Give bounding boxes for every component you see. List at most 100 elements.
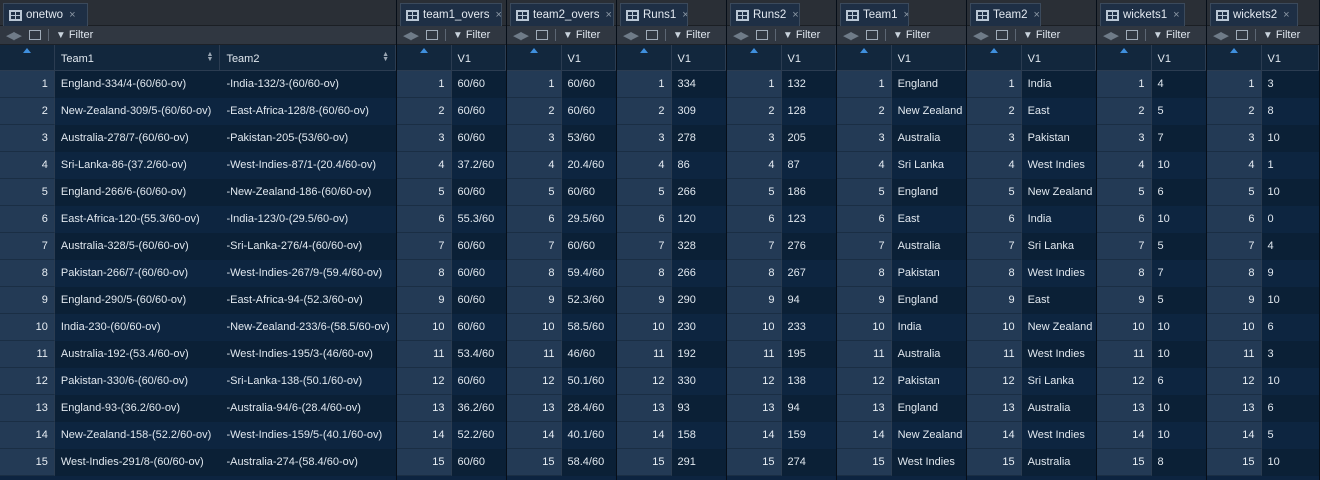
table-cell[interactable]: 120 (671, 206, 726, 233)
table-cell[interactable]: 233 (781, 314, 836, 341)
table-cell[interactable]: 94 (781, 287, 836, 314)
table-cell[interactable]: 10 (1151, 206, 1206, 233)
table-cell[interactable]: Australia (891, 233, 966, 260)
table-cell[interactable]: 9 (1261, 260, 1319, 287)
table-cell[interactable]: 123 (781, 206, 836, 233)
row-index-header[interactable] (1207, 45, 1262, 71)
table-cell[interactable]: 5 (1151, 233, 1206, 260)
popout-icon[interactable] (995, 30, 1008, 40)
sort-icon[interactable]: ▲ ▼ (382, 51, 389, 63)
table-cell[interactable]: 4 (1261, 233, 1319, 260)
popout-icon[interactable] (535, 30, 548, 40)
table-cell[interactable]: New Zealand (891, 422, 966, 449)
table-cell[interactable]: West Indies (1021, 152, 1096, 179)
table-cell[interactable]: 94 (781, 395, 836, 422)
table-cell[interactable]: New Zealand (1021, 314, 1096, 341)
table-cell[interactable]: 60/60 (561, 179, 616, 206)
tab-runs1[interactable]: Runs1 × (620, 3, 688, 26)
table-cell[interactable]: 60/60 (451, 179, 506, 206)
table-cell[interactable]: West Indies (891, 449, 966, 476)
popout-icon[interactable] (755, 30, 768, 40)
table-cell[interactable]: 138 (781, 368, 836, 395)
table-cell[interactable]: -West-Indies-159/5-(40.1/60-ov) (220, 422, 396, 449)
table-cell[interactable]: 7 (1151, 260, 1206, 287)
filter-icon[interactable]: ▼ (892, 29, 903, 41)
filter-button-label[interactable]: Filter (68, 29, 94, 41)
close-icon[interactable]: × (495, 9, 502, 21)
table-cell[interactable]: 330 (671, 368, 726, 395)
table-cell[interactable]: 10 (1151, 152, 1206, 179)
table-cell[interactable]: -East-Africa-94-(52.3/60-ov) (220, 287, 396, 314)
filter-icon[interactable]: ▼ (55, 29, 66, 41)
table-cell[interactable]: 291 (671, 449, 726, 476)
table-cell[interactable]: 10 (1261, 287, 1319, 314)
filter-icon[interactable]: ▼ (1262, 29, 1273, 41)
table-cell[interactable]: -Australia-274-(58.4/60-ov) (220, 449, 396, 476)
table-cell[interactable]: England-334/4-(60/60-ov) (54, 71, 221, 98)
filter-button-label[interactable]: Filter (685, 29, 711, 41)
table-cell[interactable]: -West-Indies-195/3-(46/60-ov) (220, 341, 396, 368)
back-forward-arrows-icon[interactable]: ◀▶ (513, 29, 529, 42)
table-cell[interactable]: 290 (671, 287, 726, 314)
table-cell[interactable]: 60/60 (451, 98, 506, 125)
table-cell[interactable]: 60/60 (561, 98, 616, 125)
table-cell[interactable]: West Indies (1021, 341, 1096, 368)
back-forward-arrows-icon[interactable]: ◀▶ (6, 29, 22, 42)
table-cell[interactable]: 159 (781, 422, 836, 449)
table-cell[interactable]: -New-Zealand-233/6-(58.5/60-ov) (220, 314, 396, 341)
table-cell[interactable]: 10 (1151, 395, 1206, 422)
table-cell[interactable]: 278 (671, 125, 726, 152)
table-cell[interactable]: 230 (671, 314, 726, 341)
tab-team2-overs[interactable]: team2_overs × (510, 3, 614, 26)
table-cell[interactable]: 128 (781, 98, 836, 125)
column-header-v1[interactable]: V1 (781, 45, 836, 71)
table-cell[interactable]: East (891, 206, 966, 233)
table-cell[interactable]: Australia (891, 125, 966, 152)
popout-icon[interactable] (1235, 30, 1248, 40)
table-cell[interactable]: 60/60 (561, 233, 616, 260)
table-cell[interactable]: 309 (671, 98, 726, 125)
filter-button-label[interactable]: Filter (1275, 29, 1301, 41)
table-cell[interactable]: West-Indies-291/8-(60/60-ov) (54, 449, 221, 476)
table-cell[interactable]: 37.2/60 (451, 152, 506, 179)
table-cell[interactable]: West Indies (1021, 260, 1096, 287)
popout-icon[interactable] (645, 30, 658, 40)
filter-icon[interactable]: ▼ (562, 29, 573, 41)
table-cell[interactable]: 29.5/60 (561, 206, 616, 233)
table-cell[interactable]: Australia-328/5-(60/60-ov) (54, 233, 221, 260)
row-index-header[interactable] (837, 45, 892, 71)
row-index-header[interactable] (507, 45, 562, 71)
filter-button-label[interactable]: Filter (905, 29, 931, 41)
table-cell[interactable]: New Zealand (891, 98, 966, 125)
table-cell[interactable]: 10 (1261, 179, 1319, 206)
table-cell[interactable]: 87 (781, 152, 836, 179)
table-cell[interactable]: -West-Indies-267/9-(59.4/60-ov) (220, 260, 396, 287)
close-icon[interactable]: × (1283, 9, 1290, 21)
column-header-v1[interactable]: V1 (1021, 45, 1096, 71)
table-cell[interactable]: 6 (1151, 179, 1206, 206)
table-cell[interactable]: 36.2/60 (451, 395, 506, 422)
table-cell[interactable]: England (891, 71, 966, 98)
table-cell[interactable]: 60/60 (451, 71, 506, 98)
row-index-header[interactable] (617, 45, 672, 71)
table-cell[interactable]: 46/60 (561, 341, 616, 368)
table-cell[interactable]: 52.2/60 (451, 422, 506, 449)
table-cell[interactable]: 10 (1261, 368, 1319, 395)
column-header-v1[interactable]: V1 (451, 45, 506, 71)
table-cell[interactable]: 60/60 (451, 233, 506, 260)
tab-team1[interactable]: Team1 × (840, 3, 909, 26)
filter-button-label[interactable]: Filter (795, 29, 821, 41)
table-cell[interactable]: 5 (1261, 422, 1319, 449)
table-cell[interactable]: 158 (671, 422, 726, 449)
row-index-header[interactable] (967, 45, 1022, 71)
table-cell[interactable]: 60/60 (561, 71, 616, 98)
table-cell[interactable]: -Sri-Lanka-138-(50.1/60-ov) (220, 368, 396, 395)
back-forward-arrows-icon[interactable]: ◀▶ (843, 29, 859, 42)
table-cell[interactable]: 20.4/60 (561, 152, 616, 179)
table-cell[interactable]: 60/60 (451, 449, 506, 476)
column-header-v1[interactable]: V1 (671, 45, 726, 71)
table-cell[interactable]: 10 (1151, 422, 1206, 449)
table-cell[interactable]: West Indies (1021, 422, 1096, 449)
sort-icon[interactable]: ▲ ▼ (206, 51, 214, 63)
table-cell[interactable]: Australia (891, 341, 966, 368)
